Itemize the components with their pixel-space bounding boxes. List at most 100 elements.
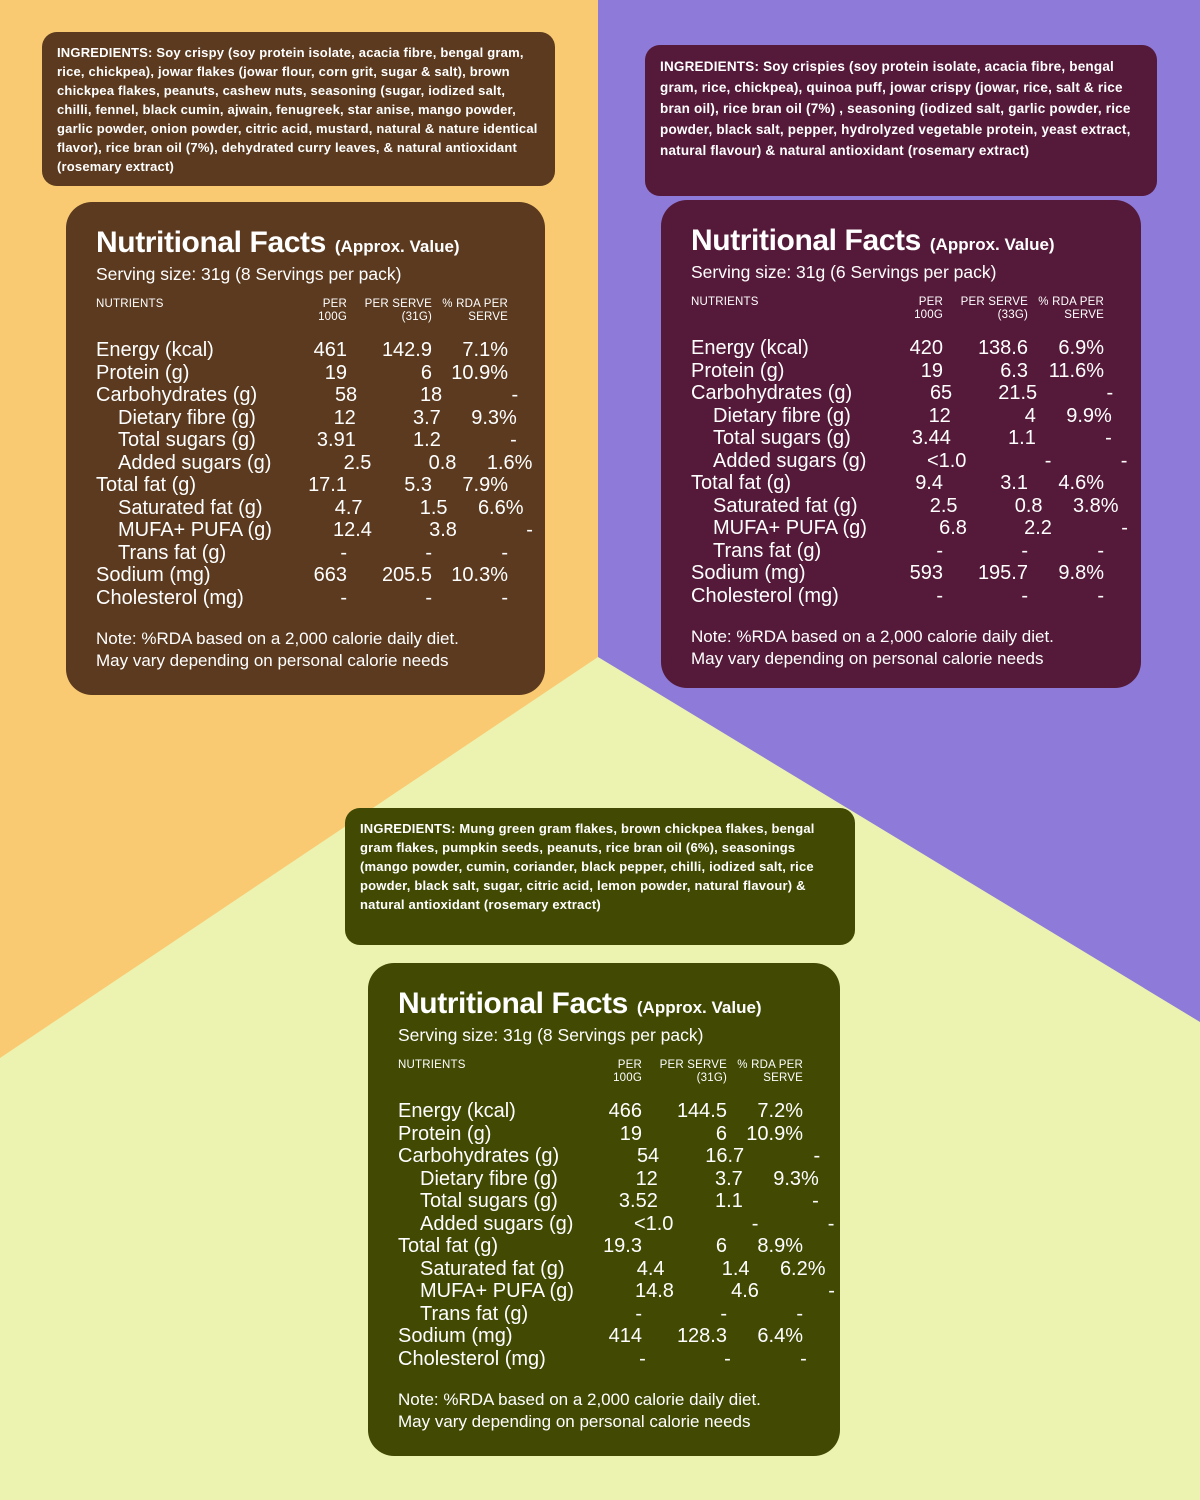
rda-note: Note: %RDA based on a 2,000 calorie dail… <box>398 1390 761 1431</box>
rda-per-serve-value: 7.9% <box>462 474 508 496</box>
per-100g-value: 12 <box>333 406 356 429</box>
nutrient-name: Sodium (mg) <box>96 564 211 586</box>
per-serve-value: 6 <box>715 1235 727 1257</box>
nutrient-name: Added sugars (g) <box>713 449 867 472</box>
rda-per-serve-value: - <box>511 384 519 406</box>
per-serve-value: 1.5 <box>419 496 448 519</box>
per-100g-value: 663 <box>313 564 347 586</box>
column-header-rda-per-serve: % RDA PER SERVE <box>442 298 508 323</box>
nutrient-name: Total sugars (g) <box>713 427 851 449</box>
ingredients-box-product-3: INGREDIENTS: Mung green gram flakes, bro… <box>345 808 855 945</box>
per-serve-value: - <box>1021 539 1028 562</box>
per-100g-value: 12 <box>928 404 951 427</box>
nutrient-row: MUFA+ PUFA (g) 14.8 4.6 - <box>398 1280 835 1303</box>
serving-size-text: Serving size: 31g (6 Servings per pack) <box>691 262 997 282</box>
rda-note: Note: %RDA based on a 2,000 calorie dail… <box>96 629 459 670</box>
nutrient-name: MUFA+ PUFA (g) <box>713 517 867 539</box>
per-100g-value: 19 <box>324 361 347 384</box>
per-100g-value: 2.5 <box>343 451 372 474</box>
per-serve-value: 21.5 <box>998 382 1038 404</box>
rda-per-serve-value: 9.9% <box>1066 404 1112 427</box>
per-serve-value: - <box>1021 584 1028 607</box>
rda-per-serve-value: - <box>1106 382 1114 404</box>
rda-per-serve-value: 7.1% <box>462 339 508 361</box>
per-100g-value: 19 <box>619 1122 642 1145</box>
column-header-rda-per-serve: % RDA PER SERVE <box>1038 296 1104 321</box>
rda-per-serve-value: 10.3% <box>451 564 508 586</box>
rda-per-serve-value: 3.8% <box>1072 494 1119 517</box>
nutrient-name: Total sugars (g) <box>118 429 256 451</box>
column-header-rda-per-serve: % RDA PER SERVE <box>737 1059 803 1084</box>
nutrient-row: Cholesterol (mg) - - - <box>398 1347 807 1371</box>
rda-per-serve-value: - <box>1105 427 1112 449</box>
rda-per-serve-value: 10.9% <box>451 361 508 384</box>
per-serve-value: 205.5 <box>381 564 432 586</box>
rda-per-serve-value: 6.9% <box>1058 337 1104 359</box>
nutrient-row: Trans fat (g) - - - <box>691 540 1104 563</box>
per-serve-value: - <box>1044 449 1052 472</box>
nutrient-name: Added sugars (g) <box>118 451 272 474</box>
nutrient-name: MUFA+ PUFA (g) <box>420 1280 574 1302</box>
per-100g-value: 12.4 <box>333 519 372 541</box>
nutrient-name: Protein (g) <box>691 359 785 382</box>
per-serve-value: 1.4 <box>721 1257 750 1280</box>
per-serve-value: - <box>720 1302 727 1325</box>
per-100g-value: <1.0 <box>633 1212 674 1235</box>
per-serve-value: 128.3 <box>676 1325 727 1347</box>
per-100g-value: 58 <box>334 384 358 406</box>
rda-per-serve-value: - <box>501 586 508 609</box>
per-100g-value: 4.4 <box>636 1257 665 1280</box>
column-header-per-100g: PER 100G <box>613 1059 642 1084</box>
per-100g-value: 3.44 <box>911 427 951 449</box>
per-serve-value: 4 <box>1024 404 1036 427</box>
nutrient-row: Sodium (mg) 663 205.5 10.3% <box>96 564 508 587</box>
per-100g-value: - <box>340 541 347 564</box>
nutrient-name: Cholesterol (mg) <box>691 584 839 607</box>
per-100g-value: 466 <box>608 1100 642 1122</box>
per-serve-value: - <box>425 541 432 564</box>
per-100g-value: 17.1 <box>308 474 347 496</box>
table-column-headers: NUTRIENTS PER 100G PER SERVE (31G) % RDA… <box>96 298 508 324</box>
nutrient-name: Energy (kcal) <box>691 337 809 359</box>
nutrient-row: MUFA+ PUFA (g) 6.8 2.2 - <box>691 517 1128 540</box>
rda-note: Note: %RDA based on a 2,000 calorie dail… <box>691 627 1054 668</box>
nutrient-row: Total sugars (g) 3.44 1.1 - <box>691 427 1112 450</box>
nutrient-row: Total sugars (g) 3.91 1.2 - <box>96 429 517 452</box>
approx-value-label: (Approx. Value) <box>334 237 460 256</box>
nutrient-row: Saturated fat (g) 2.5 0.8 3.8% <box>691 495 1119 518</box>
column-header-per-100g: PER 100G <box>914 296 943 321</box>
nutrient-row: Saturated fat (g) 4.7 1.5 6.6% <box>96 496 524 520</box>
rda-per-serve-value: 1.6% <box>486 451 533 474</box>
nutrient-row: Carbohydrates (g) 65 21.5 - <box>691 382 1113 405</box>
nutrient-row: Protein (g) 19 6 10.9% <box>398 1123 803 1146</box>
ingredients-box-product-2: INGREDIENTS: Soy crispies (soy protein i… <box>645 45 1157 196</box>
per-serve-value: 6 <box>715 1122 727 1145</box>
nutrition-facts-panel-product-2: Nutritional Facts (Approx. Value) Servin… <box>661 200 1141 688</box>
nutrition-facts-panel-product-1: Nutritional Facts (Approx. Value) Servin… <box>66 202 545 695</box>
per-serve-value: 1.1 <box>715 1190 743 1212</box>
nutrient-row: Cholesterol (mg) - - - <box>691 585 1104 608</box>
per-serve-value: 5.3 <box>404 474 432 496</box>
nutrient-name: Trans fat (g) <box>118 541 227 564</box>
nutrient-row: Total fat (g) 19.3 6 8.9% <box>398 1235 803 1258</box>
nutrient-row: Sodium (mg) 593 195.7 9.8% <box>691 562 1104 585</box>
nutrient-row: Energy (kcal) 420 138.6 6.9% <box>691 337 1104 360</box>
per-100g-value: 3.91 <box>316 429 356 451</box>
nutrients-table: Energy (kcal) 420 138.6 6.9% Protein (g)… <box>691 337 1128 608</box>
per-serve-value: - <box>724 1347 731 1370</box>
approx-value-label: (Approx. Value) <box>929 235 1055 254</box>
nutrient-row: Trans fat (g) - - - <box>398 1303 803 1326</box>
nutrient-name: Trans fat (g) <box>420 1302 529 1325</box>
rda-per-serve-value: 9.3% <box>773 1167 819 1190</box>
per-100g-value: 414 <box>608 1325 642 1347</box>
column-header-per-serve: PER SERVE (31G) <box>659 1059 727 1084</box>
per-100g-value: 54 <box>636 1145 660 1167</box>
nutrient-name: Total fat (g) <box>691 472 792 494</box>
rda-per-serve-value: - <box>1120 449 1128 472</box>
column-header-nutrients: NUTRIENTS <box>691 296 759 308</box>
per-100g-value: - <box>639 1347 646 1370</box>
nutrient-row: Protein (g) 19 6.3 11.6% <box>691 360 1104 383</box>
nutrient-name: Dietary fibre (g) <box>420 1167 558 1190</box>
nutrient-name: Carbohydrates (g) <box>96 384 258 406</box>
